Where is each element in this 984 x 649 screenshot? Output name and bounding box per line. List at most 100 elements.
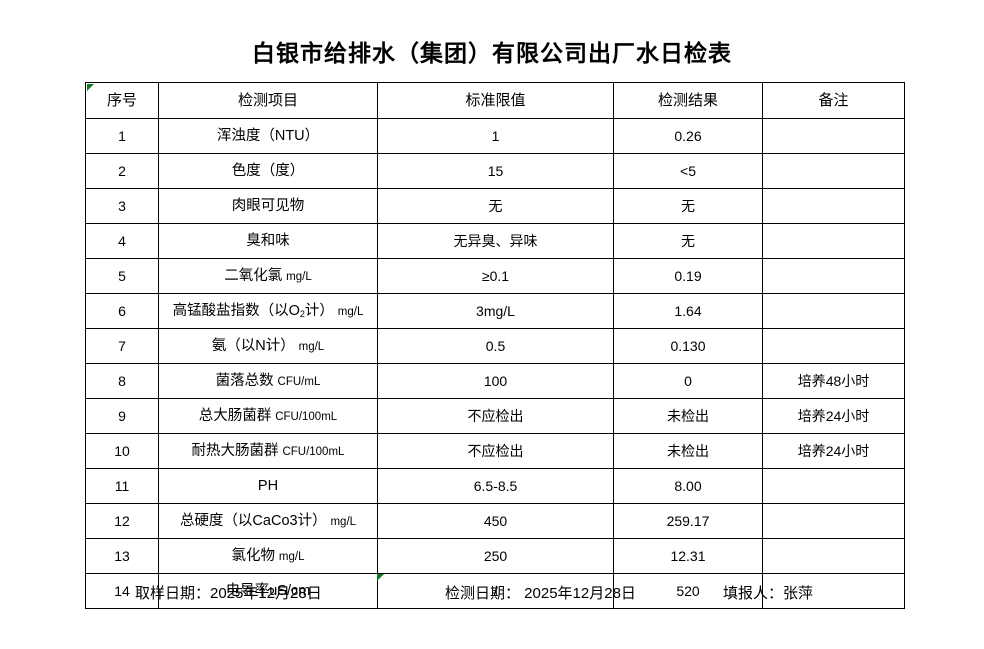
cell-limit: 无异臭、异味: [377, 223, 614, 259]
water-quality-table-container: 序号 检测项目 标准限值 检测结果 备注 1 浑浊度（NTU） 1 0.26 2 色度（度…: [85, 82, 905, 609]
column-header-result: 检测结果: [613, 82, 763, 119]
cell-item: 高锰酸盐指数（以O2计） mg/L: [158, 293, 378, 329]
cell-no: 13: [85, 538, 159, 574]
cell-result: 0.130: [613, 328, 763, 364]
cell-item: 总大肠菌群 CFU/100mL: [158, 398, 378, 434]
table-row: 5 二氧化氯 mg/L ≥0.1 0.19: [85, 258, 905, 294]
cell-item: 氯化物 mg/L: [158, 538, 378, 574]
cell-no: 5: [85, 258, 159, 294]
item-unit: CFU/100mL: [282, 446, 345, 459]
cell-no: 7: [85, 328, 159, 364]
cell-remark: [762, 503, 905, 539]
cell-item: 耐热大肠菌群 CFU/100mL: [158, 433, 378, 469]
cell-no: 6: [85, 293, 159, 329]
cell-result: 未检出: [613, 433, 763, 469]
cell-remark: [762, 188, 905, 224]
item-name: 肉眼可见物: [231, 198, 305, 215]
table-row: 1 浑浊度（NTU） 1 0.26: [85, 118, 905, 154]
cell-no: 12: [85, 503, 159, 539]
cell-no: 10: [85, 433, 159, 469]
item-name: 氯化物: [231, 548, 276, 565]
cell-item: 浑浊度（NTU）: [158, 118, 378, 154]
table-row: 13 氯化物 mg/L 250 12.31: [85, 538, 905, 574]
table-row: 8 菌落总数 CFU/mL 100 0 培养48小时: [85, 363, 905, 399]
cell-remark: [762, 468, 905, 504]
item-name: 菌落总数: [215, 373, 274, 390]
table-row: 6 高锰酸盐指数（以O2计） mg/L 3mg/L 1.64: [85, 293, 905, 329]
cell-result: 0.26: [613, 118, 763, 154]
cell-limit: 450: [377, 503, 614, 539]
cell-limit: 不应检出: [377, 398, 614, 434]
table-body: 1 浑浊度（NTU） 1 0.26 2 色度（度） 15 <5 3 肉眼可见物无无 4 臭和味 无异臭、…: [85, 118, 905, 609]
table-row: 11 PH 6.5-8.5 8.00: [85, 468, 905, 504]
cell-limit: 100: [377, 363, 614, 399]
table-header-row: 序号 检测项目 标准限值 检测结果 备注: [85, 82, 905, 119]
cell-result: 0.19: [613, 258, 763, 294]
item-name: 二氧化氯: [224, 268, 283, 285]
cell-no: 2: [85, 153, 159, 189]
item-name: 耐热大肠菌群: [191, 443, 279, 460]
cell-limit: 1: [377, 118, 614, 154]
cell-item: PH: [158, 468, 378, 504]
cell-remark: 培养24小时: [762, 433, 905, 469]
cell-remark: [762, 153, 905, 189]
cell-remark: [762, 118, 905, 154]
cell-result: 259.17: [613, 503, 763, 539]
sample-date-label: 取样日期：2025年12月28日: [135, 585, 322, 602]
cell-limit: 15: [377, 153, 614, 189]
item-name: 色度（度）: [231, 163, 305, 180]
cell-no: 3: [85, 188, 159, 224]
cell-result: 无: [613, 188, 763, 224]
cell-item: 臭和味: [158, 223, 378, 259]
cell-item: 总硬度（以CaCo3计） mg/L: [158, 503, 378, 539]
item-unit: mg/L: [298, 341, 325, 354]
item-name: PH: [257, 478, 279, 495]
table-row: 9 总大肠菌群 CFU/100mL 不应检出 未检出 培养24小时: [85, 398, 905, 434]
cell-limit: 0.5: [377, 328, 614, 364]
table-row: 7 氨（以N计） mg/L 0.5 0.130: [85, 328, 905, 364]
table-row: 12 总硬度（以CaCo3计） mg/L 450 259.17: [85, 503, 905, 539]
item-name: 氨（以N计）: [211, 338, 295, 355]
cell-result: 未检出: [613, 398, 763, 434]
cell-no: 8: [85, 363, 159, 399]
item-name: 总大肠菌群: [198, 408, 272, 425]
table-row: 10 耐热大肠菌群 CFU/100mL 不应检出 未检出 培养24小时: [85, 433, 905, 469]
page-title: 白银市给排水（集团）有限公司出厂水日检表: [252, 41, 732, 66]
item-unit: CFU/mL: [277, 376, 321, 389]
cell-remark: [762, 293, 905, 329]
cell-remark: 培养24小时: [762, 398, 905, 434]
cell-limit: 6.5-8.5: [377, 468, 614, 504]
cell-result: 1.64: [613, 293, 763, 329]
cell-remark: [762, 328, 905, 364]
cell-result: 0: [613, 363, 763, 399]
cell-item: 菌落总数 CFU/mL: [158, 363, 378, 399]
cell-result: 8.00: [613, 468, 763, 504]
table-row: 14 电导率uS/cm/520: [85, 573, 905, 609]
cell-remark: [762, 538, 905, 574]
cell-limit: 不应检出: [377, 433, 614, 469]
cell-limit: 3mg/L: [377, 293, 614, 329]
item-unit: mg/L: [286, 271, 312, 284]
cell-limit: 250: [377, 538, 614, 574]
table-row: 2 色度（度） 15 <5: [85, 153, 905, 189]
water-quality-table: 序号 检测项目 标准限值 检测结果 备注 1 浑浊度（NTU） 1 0.26 2 色度（度…: [85, 82, 905, 609]
cell-no: 9: [85, 398, 159, 434]
column-header-limit: 标准限值: [377, 82, 614, 119]
footer: 取样日期：2025年12月28日 检测日期： 2025年12月28日 填报人：张…: [85, 582, 904, 612]
item-name: 电导率uS/cm: [225, 583, 311, 600]
cell-remark: [762, 223, 905, 259]
column-header-remark: 备注: [762, 82, 905, 119]
item-name: 高锰酸盐指数（以O2计）: [172, 303, 334, 320]
table-row: 3 肉眼可见物 无无: [85, 188, 905, 224]
item-unit: mg/L: [337, 306, 364, 319]
cell-no: 14: [85, 573, 159, 609]
cell-item: 氨（以N计） mg/L: [158, 328, 378, 364]
cell-no: 4: [85, 223, 159, 259]
cell-item: 色度（度）: [158, 153, 378, 189]
cell-remark: 培养48小时: [762, 363, 905, 399]
cell-item: 二氧化氯 mg/L: [158, 258, 378, 294]
cell-result: 无: [613, 223, 763, 259]
column-header-no: 序号: [85, 82, 159, 119]
item-name: 浑浊度（NTU）: [216, 128, 320, 145]
